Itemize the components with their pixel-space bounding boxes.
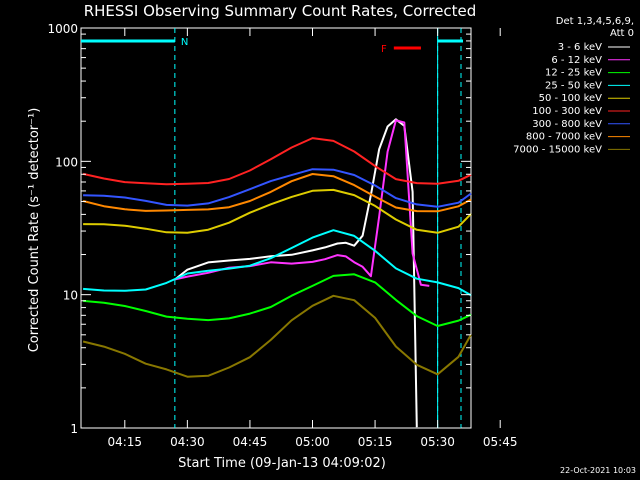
legend-entry-label: 12 - 25 keV: [545, 68, 602, 79]
legend-header-line: Att 0: [610, 28, 634, 39]
plot-border: [80, 27, 472, 429]
plot-frame: [80, 27, 472, 429]
legend-entry-label: 300 - 800 keV: [532, 119, 602, 130]
y-tick-label: 1: [70, 422, 78, 436]
legend: Det 1,3,4,5,6,9,Att 0 3 - 6 keV 6 - 12 keV…: [513, 16, 634, 155]
x-tick-label: 05:15: [358, 435, 393, 449]
legend-entry-label: 25 - 50 keV: [545, 80, 602, 91]
legend-entry-label: 800 - 7000 keV: [526, 132, 602, 143]
series-line-0: [174, 118, 418, 428]
axis-ticks: 04:15 04:30 04:45 05:00 05:15 05:30 05:45 1 10 10…: [47, 22, 517, 449]
x-tick-label: 04:30: [170, 435, 205, 449]
x-tick-label: 04:15: [107, 435, 142, 449]
legend-header-line: Det 1,3,4,5,6,9,: [556, 16, 634, 27]
annotation-label-N: N: [181, 37, 188, 48]
legend-entry-label: 100 - 300 keV: [532, 106, 602, 117]
y-tick-label: 10: [63, 289, 78, 303]
chart-title: RHESSI Observing Summary Count Rates, Co…: [84, 2, 477, 20]
y-tick-label: 1000: [47, 22, 78, 36]
x-tick-label: 05:30: [420, 435, 455, 449]
series-line-2: [83, 273, 472, 327]
series-line-6: [83, 168, 472, 208]
annotation-label-F: F: [381, 44, 387, 55]
legend-entry-label: 50 - 100 keV: [539, 93, 603, 104]
x-tick-label: 05:45: [483, 435, 518, 449]
footer-date: 22-Oct-2021 10:03: [560, 466, 636, 475]
x-tick-label: 04:45: [233, 435, 268, 449]
series-lines: [82, 118, 472, 428]
legend-entry-label: 7000 - 15000 keV: [513, 144, 602, 155]
annotations: NF: [81, 37, 463, 55]
x-tick-label: 05:00: [295, 435, 330, 449]
series-line-5: [82, 137, 472, 186]
legend-entry-label: 6 - 12 keV: [551, 55, 602, 66]
interval-markers: [174, 28, 462, 428]
series-line-4: [83, 188, 472, 234]
y-tick-label: 100: [55, 155, 78, 169]
series-line-3: [83, 229, 472, 297]
series-line-7: [82, 173, 472, 213]
series-line-8: [82, 294, 472, 378]
y-axis-label: Corrected Count Rate (s⁻¹ detector⁻¹): [27, 108, 42, 353]
legend-entry-label: 3 - 6 keV: [558, 42, 602, 53]
x-axis-label: Start Time (09-Jan-13 04:09:02): [178, 456, 386, 471]
